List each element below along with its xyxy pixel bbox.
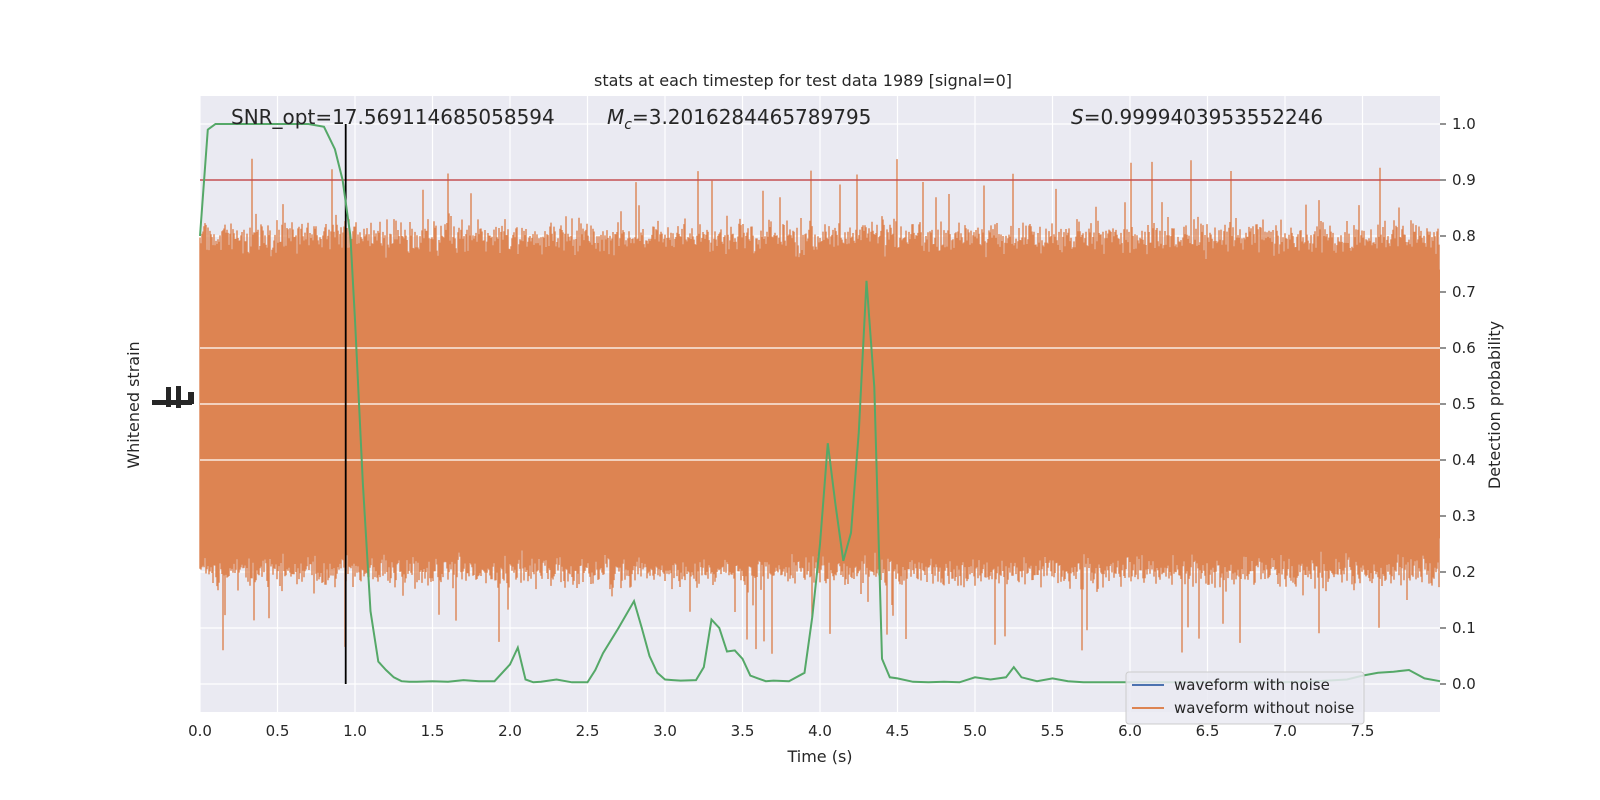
chirp-mass-annotation: Mc=3.2016284465789795 — [607, 105, 871, 133]
x-tick-label: 6.5 — [1196, 722, 1220, 740]
x-tick-label: 4.5 — [886, 722, 910, 740]
y-tick-label: 0.2 — [1452, 563, 1476, 581]
x-tick-label: 2.0 — [498, 722, 522, 740]
right-axis-ticks: 0.0 0.1 0.2 0.3 0.4 0.5 0.6 0.7 0.8 0.9 1.0 — [1440, 115, 1476, 693]
x-tick-label: 2.5 — [576, 722, 600, 740]
legend: waveform with noise waveform without noi… — [1125, 671, 1365, 725]
s-annotation: S=0.9999403953552246 — [1071, 105, 1323, 129]
s-symbol: S — [1071, 105, 1084, 129]
left-axis-tick-clutter — [152, 386, 194, 408]
chart-title: stats at each timestep for test data 198… — [594, 71, 1012, 90]
x-tick-label: 4.0 — [808, 722, 832, 740]
chirp-mass-symbol: M — [607, 105, 624, 129]
x-tick-label: 3.5 — [731, 722, 755, 740]
x-tick-label: 3.0 — [653, 722, 677, 740]
legend-box — [1125, 671, 1365, 725]
x-tick-label: 5.0 — [963, 722, 987, 740]
y-tick-label: 1.0 — [1452, 115, 1476, 133]
x-axis-label: Time (s) — [786, 747, 852, 766]
x-tick-label: 5.5 — [1041, 722, 1065, 740]
y-tick-label: 0.7 — [1452, 283, 1476, 301]
x-tick-label: 0.0 — [188, 722, 212, 740]
detection-probability-line — [199, 123, 1441, 684]
y-tick-label: 0.4 — [1452, 451, 1476, 469]
x-tick-label: 7.5 — [1351, 722, 1375, 740]
y-tick-label: 0.3 — [1452, 507, 1476, 525]
y-tick-label: 0.8 — [1452, 227, 1476, 245]
noise-series-without-noise — [199, 158, 1440, 654]
x-tick-label: 0.5 — [266, 722, 290, 740]
left-axis-label: Whitened strain — [124, 341, 143, 468]
chirp-mass-value: =3.2016284465789795 — [632, 105, 871, 129]
right-axis-label: Detection probability — [1485, 321, 1504, 489]
legend-label-without-noise: waveform without noise — [1174, 699, 1354, 717]
overlay — [199, 123, 1441, 684]
y-tick-label: 0.6 — [1452, 339, 1476, 357]
x-tick-label: 1.5 — [421, 722, 445, 740]
y-tick-label: 0.5 — [1452, 395, 1476, 413]
x-tick-label: 7.0 — [1273, 722, 1297, 740]
x-tick-label: 6.0 — [1118, 722, 1142, 740]
snr-annotation: SNR_opt=17.569114685058594 — [231, 105, 555, 129]
legend-label-with-noise: waveform with noise — [1174, 676, 1330, 694]
x-axis-ticks: 0.0 0.5 1.0 1.5 2.0 2.5 3.0 3.5 4.0 4.5 5.0 5.5 6.0 6… — [188, 722, 1374, 740]
x-tick-label: 1.0 — [343, 722, 367, 740]
y-tick-label: 0.0 — [1452, 675, 1476, 693]
chirp-mass-subscript: c — [624, 117, 632, 133]
y-tick-label: 0.9 — [1452, 171, 1476, 189]
s-value: =0.9999403953552246 — [1084, 105, 1323, 129]
y-tick-label: 0.1 — [1452, 619, 1476, 637]
